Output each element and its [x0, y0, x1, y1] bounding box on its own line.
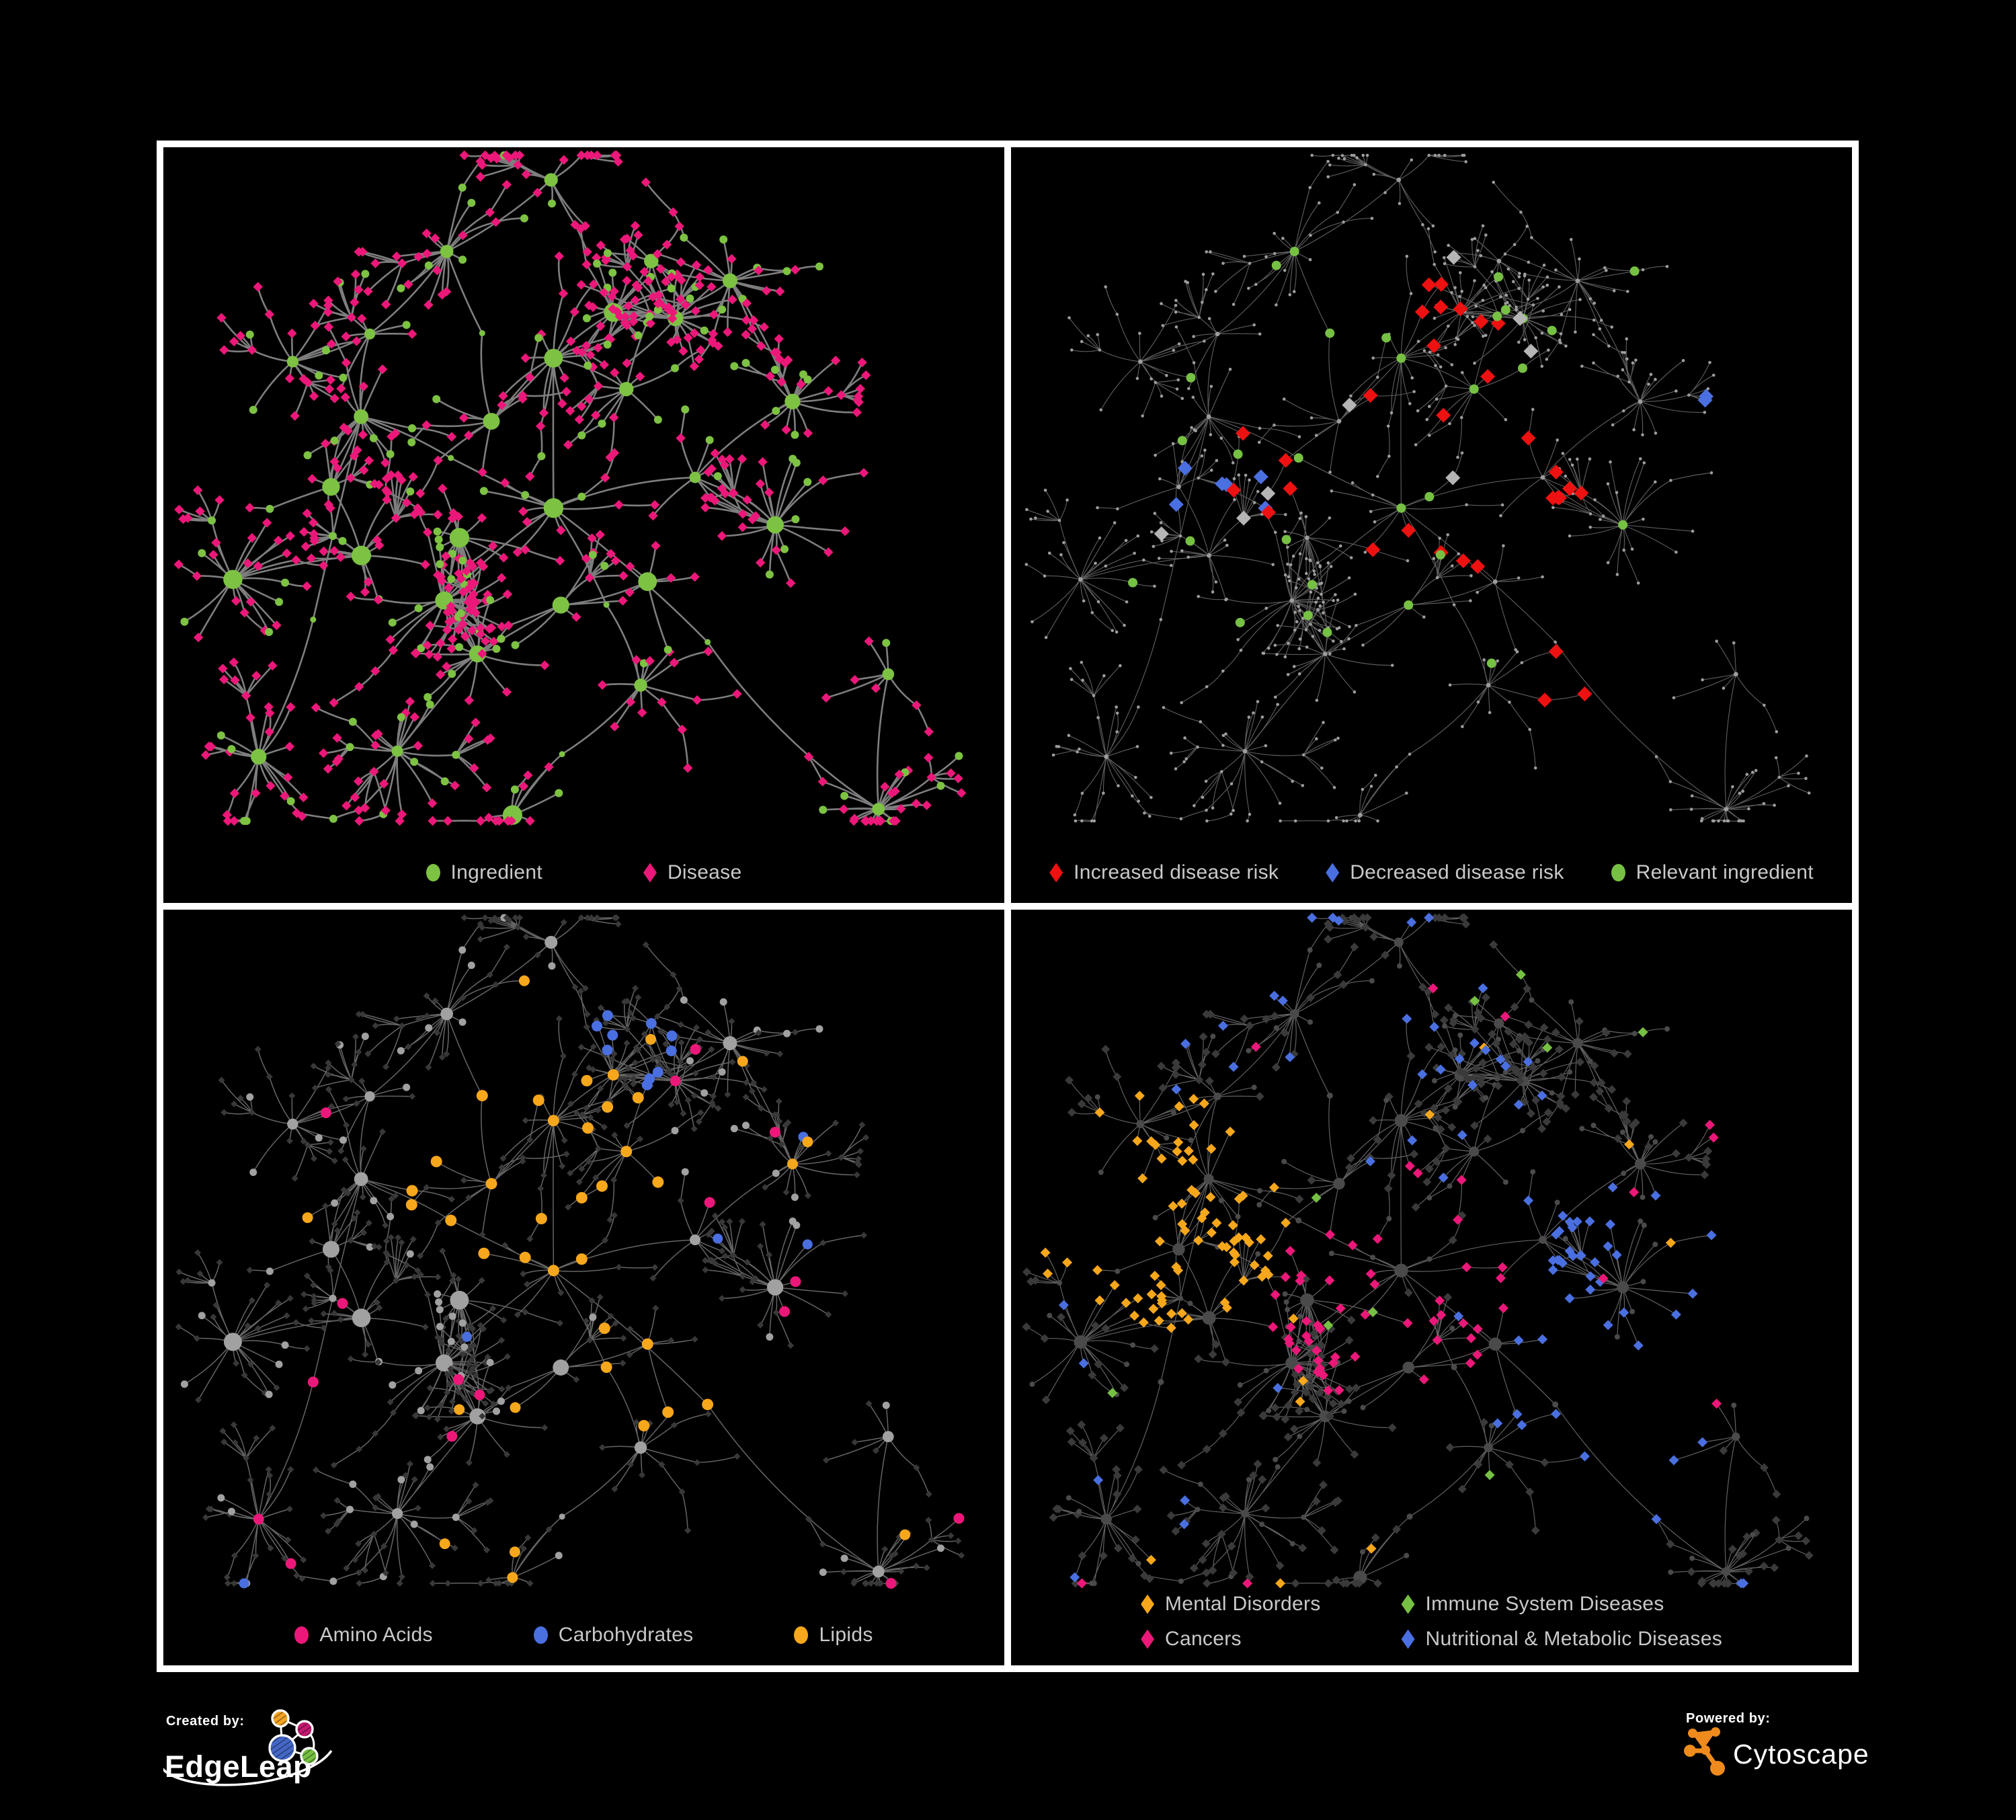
cytoscape-wordmark: Cytoscape	[1733, 1739, 1869, 1770]
powered-by-label: Powered by:	[1686, 1711, 1771, 1726]
panels-grid: Ingredient Disease Increased disease risk…	[157, 141, 1859, 1672]
panel-nutrient-classes: Amino Acids Carbohydrates Lipids	[160, 906, 1008, 1669]
legend-item: Relevant ingredient	[1611, 861, 1814, 884]
legend-ingredient-disease: Ingredient Disease	[163, 861, 1004, 884]
legend-disease-risk: Increased disease risk Decreased disease …	[1011, 861, 1852, 884]
nodes-layer	[1024, 153, 1811, 823]
legend-diamond-icon	[1326, 863, 1340, 883]
legend-label: Relevant ingredient	[1636, 861, 1814, 883]
legend-circle-icon	[794, 1626, 809, 1644]
legend-circle-icon	[294, 1626, 309, 1644]
legend-label: Immune System Diseases	[1425, 1593, 1664, 1615]
edges-layer	[1026, 155, 1810, 822]
highlight-nodes-layer	[239, 975, 965, 1589]
legend-diamond-icon	[1141, 1629, 1154, 1649]
panel-disease-classes: Mental Disorders Immune System Diseases Ca…	[1008, 906, 1855, 1669]
legend-item: Ingredient	[426, 861, 542, 884]
legend-diamond-icon	[1401, 1629, 1415, 1649]
disease-class-network	[1022, 912, 1814, 1589]
legend-label: Decreased disease risk	[1350, 861, 1564, 883]
legend-item: Lipids	[794, 1624, 873, 1647]
legend-label: Amino Acids	[319, 1624, 433, 1646]
legend-label: Mental Disorders	[1165, 1593, 1321, 1615]
legend-label: Increased disease risk	[1074, 861, 1279, 883]
legend-disease-classes: Mental Disorders Immune System Diseases Ca…	[1141, 1593, 1722, 1651]
legend-circle-icon	[533, 1626, 548, 1644]
legend-label: Disease	[667, 861, 742, 883]
edges-layer	[178, 154, 962, 822]
legend-nutrient-classes: Amino Acids Carbohydrates Lipids	[163, 1624, 1004, 1647]
nodes-layer	[173, 150, 967, 826]
highlight-nodes-layer	[1040, 912, 1749, 1589]
legend-item: Decreased disease risk	[1326, 861, 1564, 884]
edges-layer	[178, 917, 962, 1585]
cytoscape-logo-icon	[1684, 1727, 1725, 1776]
edgeleap-swoosh-icon	[163, 1749, 333, 1786]
legend-circle-icon	[426, 864, 440, 881]
nutrient-class-network	[175, 914, 965, 1589]
legend-label: Lipids	[819, 1624, 873, 1646]
ingredient-disease-network	[173, 150, 967, 826]
legend-item: Carbohydrates	[533, 1624, 694, 1647]
highlight-nodes-layer	[1128, 247, 1714, 708]
legend-item: Amino Acids	[294, 1624, 432, 1647]
edgeleap-credit: Created by: EdgeLeap	[163, 1709, 333, 1786]
legend-item: Cancers	[1141, 1628, 1242, 1651]
nodes-layer	[1022, 913, 1814, 1588]
legend-diamond-icon	[643, 863, 657, 883]
panel-disease-risk: Increased disease risk Decreased disease …	[1008, 144, 1855, 906]
panel-ingredient-disease: Ingredient Disease	[160, 144, 1008, 906]
legend-diamond-icon	[1049, 863, 1063, 883]
edges-layer	[1026, 917, 1810, 1585]
legend-item: Nutritional & Metabolic Diseases	[1401, 1628, 1722, 1651]
legend-circle-icon	[1611, 864, 1625, 881]
legend-label: Cancers	[1165, 1628, 1242, 1650]
legend-label: Nutritional & Metabolic Diseases	[1425, 1628, 1722, 1650]
created-by-label: Created by:	[166, 1714, 245, 1729]
legend-diamond-icon	[1401, 1594, 1415, 1614]
edgeleap-logo-icon	[268, 1709, 319, 1766]
legend-label: Carbohydrates	[558, 1624, 694, 1646]
legend-item: Increased disease risk	[1049, 861, 1279, 884]
legend-item: Mental Disorders	[1141, 1593, 1321, 1616]
legend-item: Disease	[643, 861, 741, 884]
legend-diamond-icon	[1141, 1594, 1154, 1614]
disease-risk-network	[1024, 153, 1811, 823]
legend-label: Ingredient	[450, 861, 542, 883]
nodes-layer	[175, 914, 965, 1587]
legend-item: Immune System Diseases	[1401, 1593, 1664, 1616]
cytoscape-credit: Powered by: Cytoscape	[1684, 1711, 1869, 1776]
